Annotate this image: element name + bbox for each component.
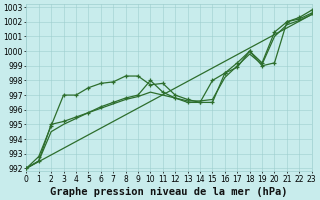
X-axis label: Graphe pression niveau de la mer (hPa): Graphe pression niveau de la mer (hPa) — [50, 186, 288, 197]
